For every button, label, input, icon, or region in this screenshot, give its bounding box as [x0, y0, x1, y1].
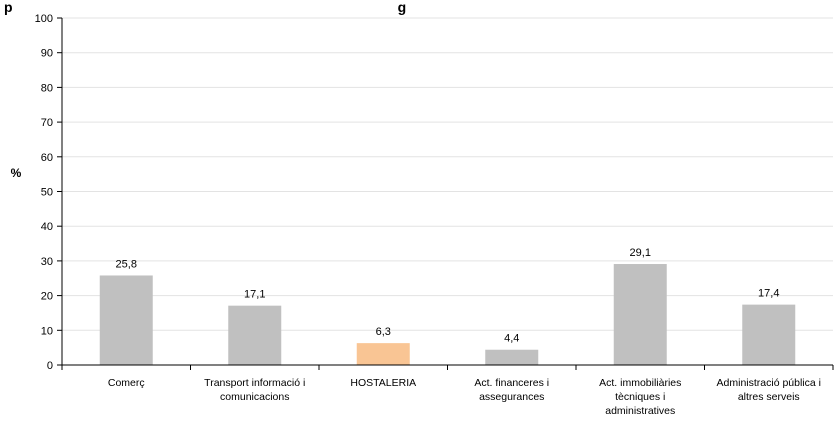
y-tick-labels: 0 10 20 30 40 50 60 70 80 90 100: [35, 13, 53, 372]
category-label: Administració pública i: [717, 377, 821, 389]
y-tick-label: 40: [41, 221, 53, 233]
chart-title: p g: [4, 0, 406, 15]
category-label: tècniques i: [615, 391, 665, 403]
y-tick-label: 70: [41, 117, 53, 129]
y-tick-label: 20: [41, 291, 53, 303]
data-label: 17,4: [758, 288, 779, 300]
category-label: HOSTALERIA: [350, 377, 416, 389]
data-label: 6,3: [376, 326, 391, 338]
bar: [99, 275, 153, 365]
category-label: Transport informació i: [204, 377, 305, 389]
category-label: altres serveis: [738, 391, 800, 403]
data-labels: 25,8 17,1 6,3 4,4 29,1 17,4: [116, 247, 780, 345]
gridlines: [62, 17, 833, 331]
data-label: 25,8: [116, 258, 137, 270]
y-tick-label: 60: [41, 152, 53, 164]
category-label: assegurances: [479, 391, 544, 403]
data-label: 29,1: [630, 247, 651, 259]
y-tick-label: 0: [47, 360, 53, 372]
bar: [742, 304, 796, 365]
bar: [228, 305, 282, 365]
category-label: comunicacions: [220, 391, 289, 403]
category-label: administratives: [605, 405, 675, 417]
y-tick-label: 30: [41, 256, 53, 268]
category-label: Comerç: [108, 377, 145, 389]
bar: [613, 264, 667, 365]
y-tick-label: 80: [41, 82, 53, 94]
bar: [356, 343, 410, 365]
y-tick-label: 90: [41, 48, 53, 60]
category-labels: Comerç Transport informació i comunicacion…: [108, 377, 821, 417]
bar: [485, 349, 539, 365]
category-label: Act. immobiliàries: [599, 377, 681, 389]
y-tick-label: 10: [41, 325, 53, 337]
axes: [57, 17, 834, 370]
y-axis-label: %: [11, 166, 22, 180]
y-tick-label: 100: [35, 13, 53, 25]
data-label: 17,1: [244, 289, 265, 301]
bars: [99, 264, 796, 365]
y-tick-label: 50: [41, 187, 53, 199]
category-label: Act. financeres i: [474, 377, 549, 389]
data-label: 4,4: [504, 333, 519, 345]
